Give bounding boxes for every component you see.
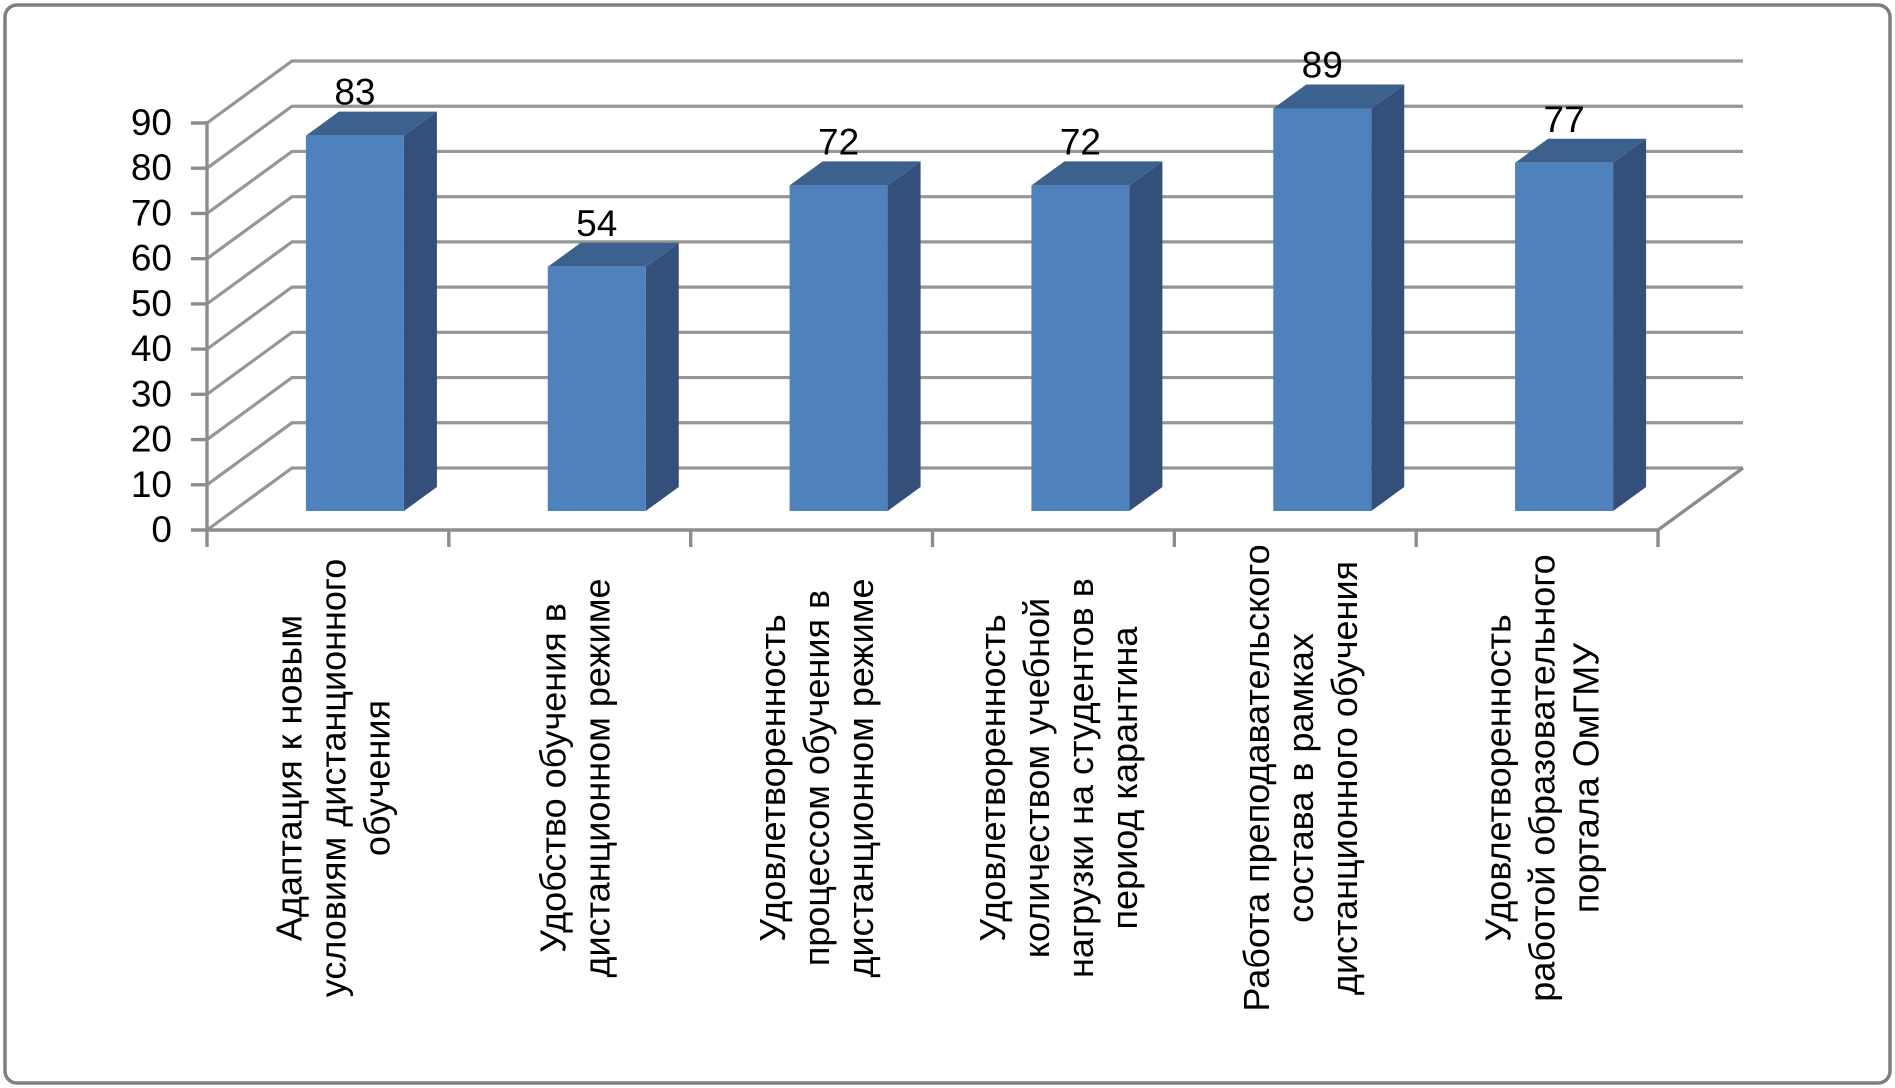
bar-front-face — [305, 135, 404, 511]
gridline-50 — [206, 240, 1743, 306]
bar-group-1: 83 — [305, 72, 437, 512]
y-tick-label: 40 — [131, 328, 172, 369]
category-label-line: условиям дистанционного — [312, 559, 353, 998]
y-tick-label: 20 — [131, 419, 172, 460]
category-label-line: нагрузки на студентов в — [1060, 578, 1101, 978]
category-labels: Адаптация к новым условиям дистанционного… — [268, 544, 1606, 1011]
bar-front-face — [1515, 162, 1614, 512]
category-label-1: Адаптация к новым условиям дистанционного… — [268, 559, 397, 998]
bar-group-3: 72 — [789, 121, 921, 511]
bar-side-face — [403, 111, 437, 512]
bar-front-face — [1273, 108, 1372, 512]
y-tick-label: 50 — [131, 283, 172, 324]
floor-right-edge — [1656, 466, 1745, 532]
gridline-70 — [206, 149, 1743, 215]
y-tick-label: 10 — [131, 464, 172, 505]
y-tick-label: 30 — [131, 373, 172, 414]
category-label-line: Адаптация к новым — [268, 615, 309, 941]
bar-group-4: 72 — [1031, 121, 1163, 511]
bar-top-face — [547, 242, 679, 267]
bar-front-face — [547, 266, 646, 511]
bar-value-label: 89 — [1302, 45, 1343, 86]
bar-group-5: 89 — [1273, 45, 1405, 512]
bar-side-face — [1129, 161, 1163, 511]
category-label-line: период карантина — [1104, 626, 1145, 930]
bars: 83 54 72 72 89 77 — [305, 45, 1647, 512]
y-tick-label: 90 — [131, 102, 172, 143]
category-label-line: портала ОмГМУ — [1566, 642, 1607, 913]
y-tick-label: 60 — [131, 238, 172, 279]
gridline-10 — [206, 421, 1743, 487]
bar-value-label: 72 — [818, 121, 859, 162]
bar-value-label: 77 — [1544, 99, 1585, 140]
category-label-4: Удовлетворенность количеством учебной нагр… — [972, 578, 1145, 978]
bar-side-face — [887, 161, 921, 511]
category-label-line: Работа преподавательского — [1236, 544, 1277, 1011]
bar-side-face — [1371, 84, 1405, 512]
chart-border — [3, 3, 1892, 1085]
gridline-90 — [206, 59, 1743, 125]
category-label-line: работой образовательного — [1522, 554, 1563, 1001]
bar-front-face — [1031, 185, 1130, 511]
gridline-40 — [206, 285, 1743, 351]
bar-top-face — [789, 161, 921, 186]
bar-top-face — [1031, 161, 1163, 186]
category-label-line: обучения — [356, 700, 397, 856]
category-label-line: дистанционного обучения — [1324, 561, 1365, 995]
category-label-line: количеством учебной — [1016, 598, 1057, 958]
gridline-60 — [206, 195, 1743, 260]
bar-value-label: 83 — [334, 72, 375, 113]
category-label-3: Удовлетворенность процессом обучения в дис… — [752, 578, 881, 977]
y-tick-label: 80 — [131, 147, 172, 188]
bar-value-label: 72 — [1060, 121, 1101, 162]
gridline-0 — [206, 466, 1743, 532]
category-label-line: процессом обучения в — [796, 590, 837, 966]
bar-top-face — [1515, 138, 1647, 163]
category-label-5: Работа преподавательского состава в рамка… — [1236, 544, 1365, 1011]
bar-top-face — [1273, 84, 1405, 109]
bar-side-face — [1613, 138, 1647, 512]
axes — [191, 121, 1745, 547]
category-label-line: дистанционном режиме — [840, 578, 881, 977]
category-label-line: Удобство обучения в — [532, 603, 573, 953]
y-tick-label: 70 — [131, 192, 172, 233]
bar-value-label: 54 — [576, 203, 617, 244]
category-label-line: дистанционном режиме — [576, 579, 617, 978]
gridline-80 — [206, 104, 1743, 170]
gridline-20 — [206, 375, 1743, 441]
category-label-6: Удовлетворенность работой образовательног… — [1478, 554, 1607, 1001]
category-label-line: Удовлетворенность — [1478, 614, 1519, 942]
category-label-line: Удовлетворенность — [972, 614, 1013, 942]
bar-front-face — [789, 185, 888, 511]
bar-group-6: 77 — [1515, 99, 1647, 512]
bar-side-face — [645, 242, 679, 512]
category-label-line: Удовлетворенность — [752, 614, 793, 942]
gridlines — [206, 59, 1743, 532]
bar-group-2: 54 — [547, 203, 679, 512]
bar-top-face — [305, 111, 437, 136]
category-label-2: Удобство обучения в дистанционном режиме — [532, 579, 617, 978]
gridline-30 — [206, 330, 1743, 396]
category-label-line: состава в рамках — [1280, 633, 1321, 923]
y-tick-label: 0 — [151, 509, 172, 550]
